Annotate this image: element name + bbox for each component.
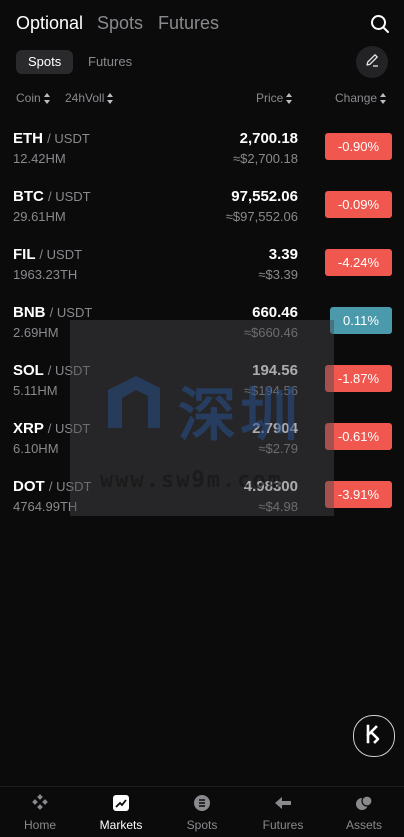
col-coin-label: Coin bbox=[16, 91, 41, 105]
coin-symbol: BNB bbox=[13, 304, 46, 321]
col-change-header[interactable]: Change bbox=[335, 91, 387, 105]
fiat-price: ≈$2,700.18 bbox=[233, 151, 298, 166]
fiat-price: ≈$3.39 bbox=[258, 267, 298, 282]
coin-symbol: SOL bbox=[13, 362, 44, 379]
subtab-spots[interactable]: Spots bbox=[16, 50, 74, 74]
fiat-price: ≈$194.56 bbox=[243, 383, 298, 398]
last-price: 660.46 bbox=[252, 304, 298, 321]
coin-symbol: FIL bbox=[13, 246, 36, 263]
change-badge[interactable]: -1.87% bbox=[325, 365, 392, 392]
sort-icon bbox=[43, 92, 50, 104]
quote-symbol: / USDT bbox=[47, 131, 90, 146]
coin-symbol: ETH bbox=[13, 130, 43, 147]
fiat-price: ≈$4.98 bbox=[258, 499, 298, 514]
nav-home[interactable]: Home bbox=[0, 787, 80, 837]
sort-icon bbox=[107, 92, 114, 104]
nav-assets[interactable]: Assets bbox=[324, 787, 404, 837]
k-logo-icon bbox=[363, 723, 385, 750]
last-price: 4.98300 bbox=[243, 478, 298, 495]
nav-markets-label: Markets bbox=[99, 818, 143, 832]
quote-symbol: / USDT bbox=[47, 421, 91, 436]
nav-markets[interactable]: Markets bbox=[81, 787, 161, 837]
last-price: 194.56 bbox=[252, 362, 298, 379]
subtab-futures[interactable]: Futures bbox=[88, 54, 133, 69]
nav-futures-label: Futures bbox=[262, 818, 304, 832]
nav-home-label: Home bbox=[23, 818, 56, 832]
col-change-label: Change bbox=[335, 91, 378, 105]
volume-24h: 5.11HM bbox=[13, 383, 58, 398]
nav-futures[interactable]: Futures bbox=[243, 787, 323, 837]
tab-spots[interactable]: Spots bbox=[97, 13, 144, 33]
change-badge[interactable]: -0.61% bbox=[325, 423, 392, 450]
nav-assets-label: Assets bbox=[345, 818, 382, 832]
sort-icon bbox=[286, 92, 293, 104]
change-badge[interactable]: -0.90% bbox=[325, 133, 392, 160]
market-row[interactable]: XRP / USDT 6.10HM 2.7904 ≈$2.79 -0.61% bbox=[0, 420, 404, 478]
market-row[interactable]: BNB / USDT 2.69HM 660.46 ≈$660.46 0.11% bbox=[0, 304, 404, 362]
last-price: 2.7904 bbox=[252, 420, 298, 437]
edit-favorites-button[interactable] bbox=[356, 46, 388, 78]
coin-symbol: XRP bbox=[13, 420, 44, 437]
coin-symbol: DOT bbox=[13, 478, 45, 495]
volume-24h: 1963.23TH bbox=[13, 267, 78, 282]
fiat-price: ≈$97,552.06 bbox=[225, 209, 298, 224]
top-nav: Optional Spots Futures bbox=[0, 0, 404, 48]
market-row[interactable]: SOL / USDT 5.11HM 194.56 ≈$194.56 -1.87% bbox=[0, 362, 404, 420]
last-price: 2,700.18 bbox=[239, 130, 298, 147]
quote-symbol: / USDT bbox=[49, 305, 93, 320]
futures-icon bbox=[274, 794, 292, 812]
fiat-price: ≈$2.79 bbox=[258, 441, 298, 456]
col-volume-label: 24hVoll bbox=[65, 91, 105, 105]
volume-24h: 4764.99TH bbox=[13, 499, 78, 514]
assets-wallet-icon bbox=[355, 794, 373, 812]
col-price-label: Price bbox=[256, 91, 284, 105]
nav-spots[interactable]: Spots bbox=[162, 787, 242, 837]
col-coin-header[interactable]: Coin bbox=[16, 91, 50, 105]
search-icon[interactable] bbox=[370, 14, 390, 34]
sort-icon bbox=[380, 92, 387, 104]
change-badge[interactable]: -0.09% bbox=[325, 191, 392, 218]
market-row[interactable]: DOT / USDT 4764.99TH 4.98300 ≈$4.98 -3.9… bbox=[0, 478, 404, 536]
volume-24h: 6.10HM bbox=[13, 441, 59, 456]
quote-symbol: / USDT bbox=[47, 363, 91, 378]
market-row[interactable]: BTC / USDT 29.61HM 97,552.06 ≈$97,552.06… bbox=[0, 188, 404, 246]
nav-spots-label: Spots bbox=[186, 818, 218, 832]
quote-symbol: / USDT bbox=[48, 189, 91, 204]
bottom-nav: Home Markets Spots Futures Assets bbox=[0, 786, 404, 837]
market-row[interactable]: ETH / USDT 12.42HM 2,700.18 ≈$2,700.18 -… bbox=[0, 130, 404, 188]
edit-pencil-icon bbox=[364, 52, 380, 73]
coin-symbol: BTC bbox=[13, 188, 44, 205]
last-price: 3.39 bbox=[268, 246, 298, 263]
home-icon bbox=[31, 794, 49, 812]
change-badge[interactable]: 0.11% bbox=[330, 307, 392, 334]
volume-24h: 29.61HM bbox=[13, 209, 66, 224]
col-volume-header[interactable]: 24hVoll bbox=[65, 91, 114, 105]
quote-symbol: / USDT bbox=[48, 479, 92, 494]
tab-futures[interactable]: Futures bbox=[158, 13, 220, 33]
change-badge[interactable]: -3.91% bbox=[325, 481, 392, 508]
quote-symbol: / USDT bbox=[39, 247, 83, 262]
volume-24h: 2.69HM bbox=[13, 325, 59, 340]
market-row[interactable]: FIL / USDT 1963.23TH 3.39 ≈$3.39 -4.24% bbox=[0, 246, 404, 304]
col-price-header[interactable]: Price bbox=[256, 91, 293, 105]
tab-optional[interactable]: Optional bbox=[16, 13, 84, 33]
change-badge[interactable]: -4.24% bbox=[325, 249, 392, 276]
markets-chart-icon bbox=[112, 794, 130, 812]
floating-assistant-button[interactable] bbox=[353, 715, 395, 757]
last-price: 97,552.06 bbox=[231, 188, 298, 205]
volume-24h: 12.42HM bbox=[13, 151, 66, 166]
fiat-price: ≈$660.46 bbox=[243, 325, 298, 340]
spots-coin-icon bbox=[193, 794, 211, 812]
